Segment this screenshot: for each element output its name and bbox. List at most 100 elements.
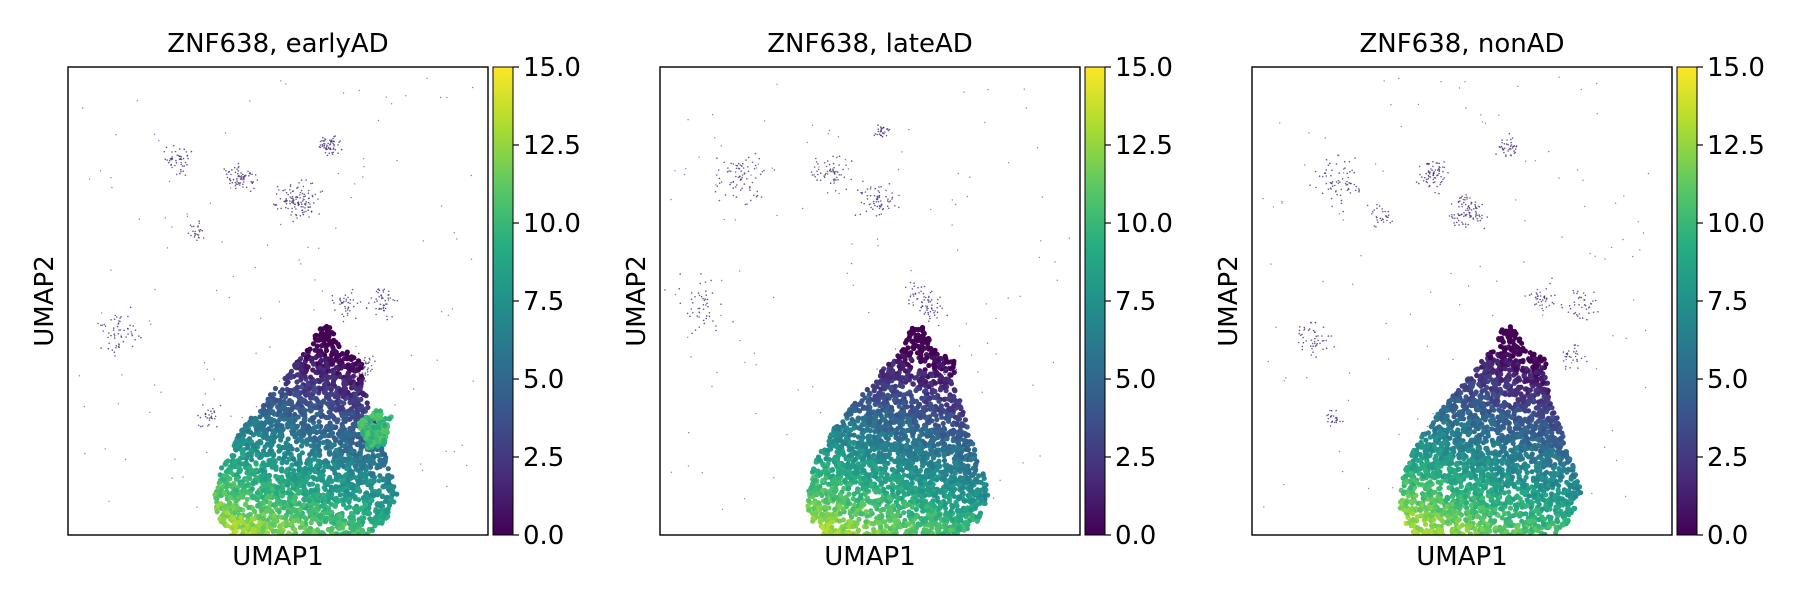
scatter-point xyxy=(878,194,881,197)
scatter-point xyxy=(240,453,246,459)
scatter-point xyxy=(878,205,881,207)
scatter-point xyxy=(250,494,257,500)
scatter-point xyxy=(908,128,910,131)
scatter-point xyxy=(242,175,244,178)
scatter-point xyxy=(298,182,300,184)
scatter-point xyxy=(301,514,307,520)
scatter-point xyxy=(387,297,390,300)
scatter-point xyxy=(332,142,334,145)
scatter-point xyxy=(995,317,997,320)
scatter-point xyxy=(230,187,232,189)
scatter-point xyxy=(321,341,327,347)
scatter-point xyxy=(355,478,361,484)
scatter-point xyxy=(197,424,200,427)
scatter-point xyxy=(868,311,870,314)
scatter-point xyxy=(317,365,323,371)
scatter-point xyxy=(330,148,332,151)
scatter-point xyxy=(311,475,317,481)
scatter-point xyxy=(705,315,708,317)
scatter-point xyxy=(123,329,125,332)
scatter-point xyxy=(254,174,257,176)
scatter-point xyxy=(226,501,232,507)
scatter-point xyxy=(325,364,331,370)
colorbar-tick-label: 15.0 xyxy=(523,53,581,83)
scatter-point xyxy=(328,152,331,154)
scatter-point xyxy=(367,439,373,445)
scatter-point xyxy=(198,230,201,233)
scatter-point xyxy=(219,404,222,407)
scatter-point xyxy=(366,505,372,511)
scatter-point xyxy=(333,143,335,146)
scatter-point xyxy=(303,211,305,213)
scatter-point xyxy=(302,488,308,494)
scatter-point xyxy=(823,176,826,178)
scatter-point xyxy=(1007,162,1010,164)
scatter-point xyxy=(364,380,367,383)
scatter-point xyxy=(332,544,337,549)
scatter-point xyxy=(303,399,309,405)
scatter-point xyxy=(232,492,238,499)
scatter-point xyxy=(296,217,298,219)
scatter-point xyxy=(877,200,880,203)
scatter-point xyxy=(365,404,371,411)
scatter-point xyxy=(174,150,177,153)
scatter-point xyxy=(905,437,911,444)
scatter-point xyxy=(912,301,914,304)
scatter-point xyxy=(254,490,260,496)
scatter-point xyxy=(1019,295,1021,297)
scatter-point xyxy=(358,396,364,402)
scatter-point xyxy=(230,415,232,417)
scatter-point xyxy=(361,372,364,375)
scatter-point xyxy=(911,288,914,290)
scatter-point xyxy=(426,77,428,80)
scatter-point xyxy=(421,469,424,472)
scatter-point xyxy=(113,337,116,339)
scatter-point xyxy=(323,394,330,400)
scatter-point xyxy=(934,310,936,312)
scatter-point xyxy=(122,340,125,343)
scatter-point xyxy=(374,360,376,363)
scatter-point xyxy=(856,189,859,191)
scatter-point xyxy=(928,295,930,298)
scatter-point xyxy=(318,247,320,249)
scatter-point xyxy=(293,203,296,206)
scatter-point xyxy=(206,417,208,419)
scatter-point xyxy=(317,452,323,458)
scatter-point xyxy=(309,535,314,540)
scatter-point xyxy=(313,378,319,384)
scatter-point xyxy=(318,352,324,358)
scatter-point xyxy=(891,196,894,199)
scatter-point xyxy=(355,506,361,512)
scatter-point xyxy=(225,170,227,172)
scatter-point xyxy=(880,128,883,131)
scatter-point xyxy=(740,170,742,172)
scatter-point xyxy=(763,169,765,172)
scatter-point xyxy=(816,170,818,173)
scatter-point xyxy=(347,365,353,371)
scatter-point xyxy=(237,172,239,175)
scatter-point xyxy=(874,133,877,135)
scatter-point xyxy=(248,439,254,445)
scatter-point xyxy=(472,86,474,89)
scatter-point xyxy=(268,441,274,447)
scatter-point xyxy=(243,177,245,180)
scatter-point xyxy=(186,163,188,166)
scatter-point xyxy=(929,291,932,294)
scatter-point xyxy=(363,166,365,168)
scatter-point xyxy=(746,203,748,205)
scatter-point xyxy=(293,439,300,445)
scatter-point xyxy=(735,196,738,198)
scatter-point xyxy=(320,429,326,435)
scatter-point xyxy=(189,224,192,226)
scatter-point xyxy=(832,168,834,170)
scatter-point xyxy=(163,150,165,153)
scatter-point xyxy=(386,303,388,305)
scatter-point xyxy=(299,443,305,449)
scatter-point xyxy=(851,243,853,245)
scatter-point xyxy=(349,460,355,466)
scatter-point xyxy=(888,207,890,210)
scatter-point xyxy=(711,113,714,116)
scatter-point xyxy=(132,325,134,327)
scatter-point xyxy=(102,330,104,332)
scatter-point xyxy=(233,488,239,494)
